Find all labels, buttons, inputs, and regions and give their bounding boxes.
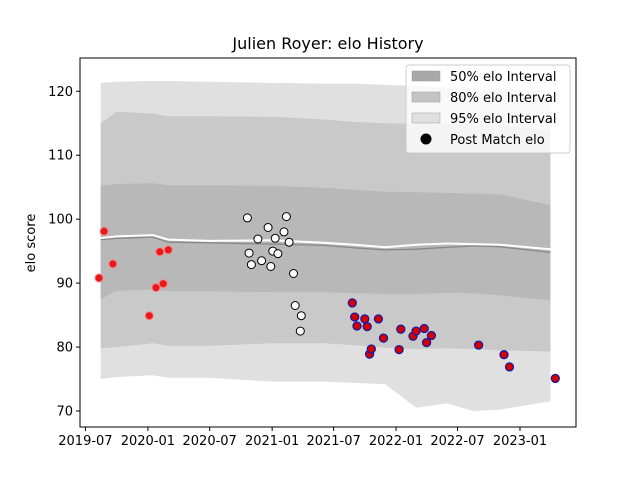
legend-label-0: 50% elo Interval bbox=[450, 70, 557, 85]
legend-label-1: 80% elo Interval bbox=[450, 91, 557, 106]
data-point-white-2 bbox=[246, 260, 256, 270]
x-tick-label-0: 2019-07 bbox=[58, 434, 112, 449]
data-point-red-2 bbox=[108, 259, 118, 269]
legend-box bbox=[405, 64, 571, 154]
data-point-white-0 bbox=[242, 213, 252, 223]
data-point-blue-red-15 bbox=[426, 330, 437, 341]
data-point-red-7 bbox=[163, 245, 173, 255]
data-point-blue-red-6 bbox=[366, 344, 376, 354]
y-axis-label: elo score bbox=[24, 214, 39, 273]
data-point-white-15 bbox=[296, 311, 306, 321]
data-point-white-11 bbox=[281, 212, 291, 222]
data-point-red-6 bbox=[158, 279, 168, 289]
band-p50 bbox=[100, 183, 551, 301]
data-point-red-4 bbox=[151, 283, 161, 293]
data-point-blue-red-13 bbox=[419, 323, 429, 334]
y-tick-label-4: 110 bbox=[48, 149, 73, 164]
legend: 50% elo Interval 80% elo Interval 95% elo … bbox=[405, 64, 571, 154]
data-point-blue-red-3 bbox=[360, 314, 370, 324]
data-point-white-14 bbox=[290, 301, 300, 310]
data-point-red-0 bbox=[94, 273, 104, 283]
data-point-blue-red-8 bbox=[378, 333, 389, 343]
data-point-blue-red-18 bbox=[504, 362, 515, 372]
center-line-grey bbox=[100, 236, 551, 254]
data-point-white-4 bbox=[257, 256, 267, 266]
data-point-white-6 bbox=[266, 262, 276, 271]
data-point-blue-red-16 bbox=[473, 340, 484, 350]
x-tick-label-7: 2023-01 bbox=[493, 434, 547, 449]
x-tick-label-5: 2022-01 bbox=[369, 434, 423, 449]
axes: 2019-07 2020-01 2020-07 2021-01 2021-07 2022-… bbox=[48, 57, 577, 449]
data-point-white-8 bbox=[270, 233, 280, 243]
y-tick-label-1: 80 bbox=[56, 341, 73, 356]
center-line-white bbox=[100, 234, 551, 251]
legend-swatch-0 bbox=[411, 70, 441, 82]
legend-label-2: 95% elo Interval bbox=[450, 112, 557, 127]
data-point-white-9 bbox=[273, 249, 283, 259]
data-point-red-1 bbox=[99, 226, 109, 236]
data-point-blue-red-2 bbox=[352, 321, 362, 331]
y-tick-label-3: 100 bbox=[48, 213, 73, 228]
y-tick-label-5: 120 bbox=[48, 85, 73, 100]
data-point-red-5 bbox=[155, 247, 165, 257]
y-tick-label-0: 70 bbox=[56, 405, 73, 420]
data-point-white-12 bbox=[284, 237, 294, 247]
data-point-blue-red-17 bbox=[499, 350, 509, 360]
legend-swatch-2 bbox=[411, 112, 441, 124]
legend-marker-3 bbox=[420, 133, 432, 145]
data-point-blue-red-4 bbox=[362, 321, 372, 332]
legend-swatch-1 bbox=[411, 91, 441, 103]
x-tick-label-1: 2020-01 bbox=[121, 434, 175, 449]
data-point-blue-red-1 bbox=[350, 312, 360, 322]
data-point-white-5 bbox=[263, 223, 273, 232]
data-point-white-13 bbox=[289, 269, 298, 278]
data-point-blue-red-9 bbox=[394, 344, 404, 355]
data-point-white-1 bbox=[244, 248, 254, 258]
x-tick-label-2: 2020-07 bbox=[183, 434, 237, 449]
data-point-white-10 bbox=[279, 227, 289, 237]
data-point-blue-red-7 bbox=[373, 314, 384, 324]
plot-area bbox=[94, 81, 560, 411]
data-point-blue-red-10 bbox=[396, 324, 406, 334]
chart-title: Julien Royer: elo History bbox=[231, 34, 423, 53]
y-tick-label-2: 90 bbox=[56, 277, 73, 292]
data-point-white-16 bbox=[295, 326, 305, 336]
x-tick-label-6: 2022-07 bbox=[430, 434, 484, 449]
x-tick-label-3: 2021-01 bbox=[245, 434, 299, 449]
plot-frame bbox=[79, 57, 577, 428]
data-point-blue-red-14 bbox=[421, 337, 432, 348]
data-point-blue-red-0 bbox=[347, 298, 357, 308]
x-tick-label-4: 2021-07 bbox=[306, 434, 360, 449]
data-point-blue-red-12 bbox=[411, 326, 421, 336]
legend-label-3: Post Match elo bbox=[450, 133, 545, 148]
data-point-red-3 bbox=[144, 311, 154, 321]
data-point-white-3 bbox=[253, 234, 263, 244]
data-point-blue-red-19 bbox=[550, 373, 560, 384]
